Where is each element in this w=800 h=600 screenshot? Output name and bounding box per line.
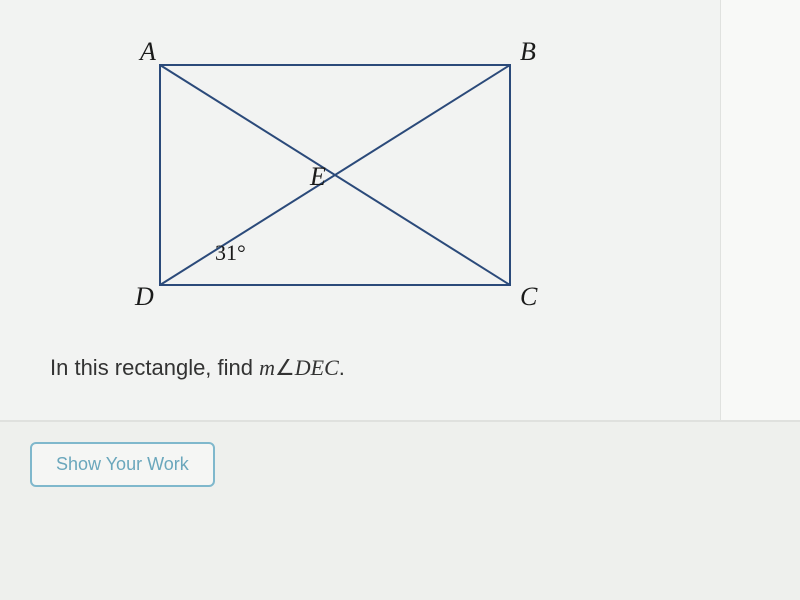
angle-label: 31° bbox=[215, 240, 246, 265]
vertex-a-label: A bbox=[138, 37, 156, 66]
question-prefix: In this rectangle, find bbox=[50, 355, 259, 380]
vertex-d-label: D bbox=[134, 282, 154, 311]
work-area: Show Your Work bbox=[0, 420, 800, 600]
side-panel bbox=[720, 0, 800, 420]
vertex-e-label: E bbox=[309, 162, 326, 191]
vertex-c-label: C bbox=[520, 282, 538, 311]
main-content: A B C D E 31° In this rectangle, find m∠… bbox=[0, 0, 800, 420]
question-suffix: . bbox=[339, 355, 345, 380]
question-text: In this rectangle, find m∠DEC. bbox=[50, 355, 780, 381]
vertex-b-label: B bbox=[520, 37, 536, 66]
angle-name: DEC bbox=[295, 355, 339, 380]
show-work-button[interactable]: Show Your Work bbox=[30, 442, 215, 487]
geometry-diagram: A B C D E 31° bbox=[100, 30, 550, 330]
angle-symbol: ∠ bbox=[275, 355, 295, 380]
diagram-svg: A B C D E 31° bbox=[100, 30, 550, 330]
math-m: m bbox=[259, 355, 275, 380]
